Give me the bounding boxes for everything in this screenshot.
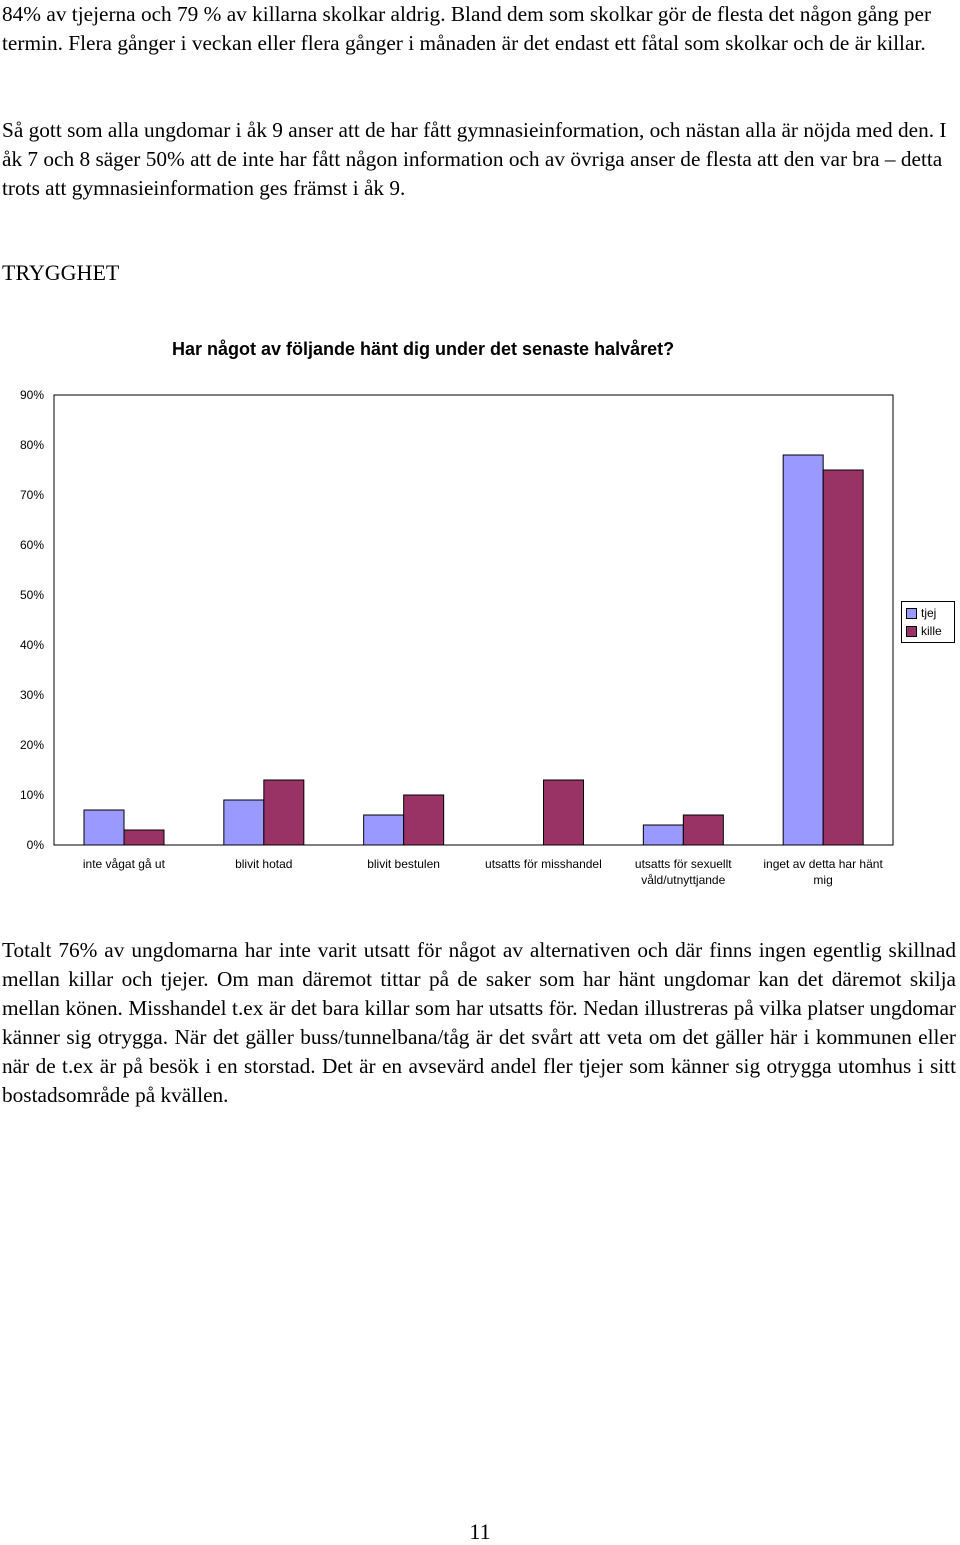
- y-tick-label: 80%: [20, 438, 44, 452]
- y-tick-label: 90%: [20, 388, 44, 402]
- y-tick-label: 60%: [20, 538, 44, 552]
- legend-label-tjej: tjej: [921, 606, 937, 620]
- bar-kille-5: [822, 469, 864, 846]
- legend-swatch-tjej: [906, 608, 917, 620]
- paragraph-gymnasieinformation: Så gott som alla ungdomar i åk 9 anser a…: [2, 118, 947, 200]
- bar-kille-3: [543, 779, 584, 846]
- plot-area: [53, 394, 894, 846]
- bar-tjej-4: [642, 824, 684, 846]
- bar-tjej-0: [83, 809, 125, 846]
- bar-tjej-5: [782, 454, 824, 846]
- paragraph-trygghet: Totalt 76% av ungdomarna har inte varit …: [2, 938, 956, 1107]
- y-tick-label: 30%: [20, 688, 44, 702]
- legend-label-kille: kille: [921, 624, 942, 638]
- paragraph-skolk: 84% av tjejerna och 79 % av killarna sko…: [2, 2, 932, 55]
- bar-tjej-2: [363, 814, 405, 846]
- bar-chart: 0% 10% 20% 30% 40% 50% 60% 70% 80% 90% inte vågat …: [20, 388, 894, 887]
- bar-kille-2: [403, 794, 445, 846]
- chart-legend: tjej kille: [901, 601, 955, 643]
- x-category-label: utsatts för misshandel: [485, 857, 602, 871]
- x-category-label: blivit bestulen: [367, 857, 440, 871]
- legend-item-kille: kille: [906, 623, 942, 639]
- section-heading: TRYGGHET: [2, 260, 120, 285]
- x-category-label: inget av detta har hänt: [763, 857, 883, 871]
- y-tick-label: 50%: [20, 588, 44, 602]
- y-tick-label: 20%: [20, 738, 44, 752]
- x-category-label: våld/utnyttjande: [641, 873, 725, 887]
- legend-item-tjej: tjej: [906, 605, 936, 621]
- bar-kille-1: [263, 779, 305, 846]
- x-category-label: blivit hotad: [235, 857, 292, 871]
- legend-swatch-kille: [906, 626, 917, 638]
- chart-title: Har något av följande hänt dig under det…: [172, 339, 675, 359]
- y-tick-label: 70%: [20, 488, 44, 502]
- x-category-label: mig: [813, 873, 832, 887]
- x-category-label: inte vågat gå ut: [83, 857, 166, 871]
- x-category-label: utsatts för sexuellt: [635, 857, 732, 871]
- y-tick-label: 10%: [20, 788, 44, 802]
- bar-tjej-1: [223, 799, 265, 846]
- y-tick-label: 0%: [27, 838, 45, 852]
- bar-kille-0: [123, 829, 165, 846]
- page-number: 11: [469, 1519, 491, 1544]
- bar-kille-4: [682, 814, 724, 846]
- y-tick-label: 40%: [20, 638, 44, 652]
